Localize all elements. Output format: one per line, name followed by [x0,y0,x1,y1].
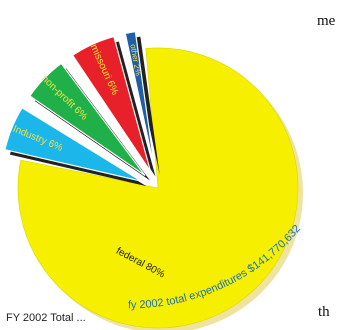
pie-slice-missouri: missouri 6% [71,35,156,177]
slices-layer: federal 80%Industry 6%non-profit 6%misso… [4,30,303,330]
pie-slice-industry: Industry 6% [4,106,147,187]
slice-wedge [4,106,142,182]
slice-wedge [28,62,146,177]
body-text-fragment-th: th [318,304,330,320]
chart-caption: FY 2002 Total ... [6,312,86,324]
slice-wedge [17,47,299,329]
pie-slice-federal: federal 80% [17,47,303,330]
slice-wedge [71,35,152,172]
body-text-fragment-me: me [317,13,336,29]
slice-wedge [124,30,156,171]
